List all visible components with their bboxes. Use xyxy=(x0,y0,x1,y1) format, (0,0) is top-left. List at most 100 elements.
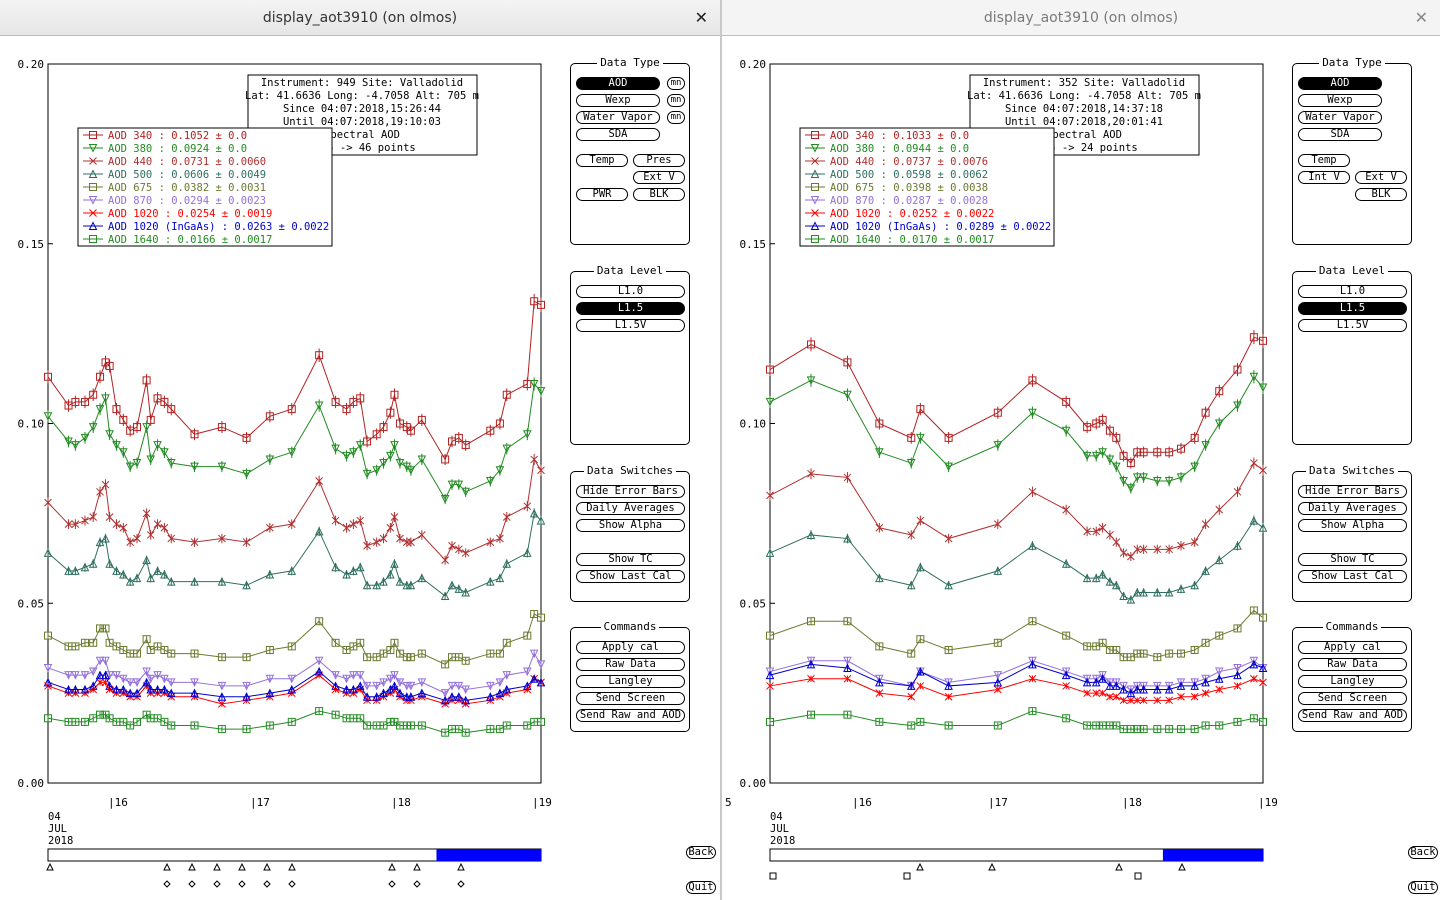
data-point xyxy=(265,569,275,579)
marker-triangle[interactable] xyxy=(988,862,996,871)
data-point xyxy=(441,660,450,669)
marker-triangle[interactable] xyxy=(1115,862,1123,871)
marker-diamond[interactable] xyxy=(263,880,271,888)
data-point xyxy=(1249,659,1259,669)
marker-square[interactable] xyxy=(903,872,911,880)
data-point xyxy=(101,480,110,489)
data-point xyxy=(315,477,324,485)
marker-diamond[interactable] xyxy=(457,880,465,888)
data-point xyxy=(1062,682,1071,690)
button-mn-2[interactable]: mn xyxy=(667,94,685,107)
data-point xyxy=(807,617,816,626)
marker-triangle[interactable] xyxy=(388,862,396,871)
button-aod[interactable]: AOD xyxy=(576,77,660,90)
data-point xyxy=(1190,433,1199,442)
legend-marker xyxy=(811,183,819,191)
button-daily-averages[interactable]: Daily Averages xyxy=(1298,502,1407,515)
button-send-raw-and-aod[interactable]: Send Raw and AOD xyxy=(1298,709,1407,722)
marker-diamond[interactable] xyxy=(413,880,421,888)
button-temp[interactable]: Temp xyxy=(576,154,628,167)
marker-triangle[interactable] xyxy=(457,862,465,871)
button-langley[interactable]: Langley xyxy=(1298,675,1407,688)
marker-square[interactable] xyxy=(769,872,777,880)
close-icon[interactable]: ✕ xyxy=(694,8,708,27)
button-level-l1-5v[interactable]: L1.5V xyxy=(576,319,685,332)
quit-button[interactable]: Quit xyxy=(1408,881,1438,894)
button-daily-averages[interactable]: Daily Averages xyxy=(576,502,685,515)
button-pwr[interactable]: PWR xyxy=(576,188,628,201)
button-langley[interactable]: Langley xyxy=(576,675,685,688)
data-point xyxy=(386,645,395,654)
button-sda[interactable]: SDA xyxy=(576,128,660,141)
button-water-vapor[interactable]: Water Vapor xyxy=(1298,111,1382,124)
window-titlebar[interactable]: display_aot3910 (on olmos) ✕ xyxy=(722,0,1440,36)
scroll-thumb[interactable] xyxy=(1162,849,1263,861)
marker-triangle[interactable] xyxy=(46,862,54,871)
marker-diamond[interactable] xyxy=(188,880,196,888)
back-button[interactable]: Back xyxy=(1408,846,1438,859)
button-aod[interactable]: AOD xyxy=(1298,77,1382,90)
button-raw-data[interactable]: Raw Data xyxy=(1298,658,1407,671)
window-titlebar[interactable]: display_aot3910 (on olmos) ✕ xyxy=(0,0,720,36)
button-mn-3[interactable]: mn xyxy=(667,111,685,124)
button-show-alpha[interactable]: Show Alpha xyxy=(1298,519,1407,532)
button-blk[interactable]: BLK xyxy=(633,188,685,201)
back-button[interactable]: Back xyxy=(686,846,716,859)
legend-marker xyxy=(89,131,97,139)
button-sda[interactable]: SDA xyxy=(1298,128,1382,141)
marker-diamond[interactable] xyxy=(288,880,296,888)
button-wexp[interactable]: Wexp xyxy=(576,94,660,107)
marker-triangle[interactable] xyxy=(163,862,171,871)
quit-button[interactable]: Quit xyxy=(686,881,716,894)
button-level-l1-5v[interactable]: L1.5V xyxy=(1298,319,1407,332)
button-mn-1[interactable]: mn xyxy=(667,77,685,90)
button-show-tc[interactable]: Show TC xyxy=(1298,553,1407,566)
button-apply-cal[interactable]: Apply cal xyxy=(576,641,685,654)
button-level-l1-5[interactable]: L1.5 xyxy=(1298,302,1407,315)
marker-triangle[interactable] xyxy=(213,862,221,871)
button-ext-v[interactable]: Ext V xyxy=(1355,171,1407,184)
data-point xyxy=(944,681,953,690)
marker-triangle[interactable] xyxy=(288,862,296,871)
legend-marker xyxy=(811,209,819,217)
button-pres[interactable]: Pres xyxy=(633,154,685,167)
data-point xyxy=(806,659,816,669)
close-icon[interactable]: ✕ xyxy=(1414,8,1428,27)
marker-diamond[interactable] xyxy=(388,880,396,888)
button-hide-error-bars[interactable]: Hide Error Bars xyxy=(576,485,685,498)
marker-diamond[interactable] xyxy=(213,880,221,888)
button-send-raw-and-aod[interactable]: Send Raw and AOD xyxy=(576,709,685,722)
button-level-l1-0[interactable]: L1.0 xyxy=(576,285,685,298)
button-int-v[interactable]: Int V xyxy=(1298,171,1350,184)
button-show-last-cal[interactable]: Show Last Cal xyxy=(1298,570,1407,583)
marker-diamond[interactable] xyxy=(163,880,171,888)
marker-triangle[interactable] xyxy=(1178,862,1186,871)
button-raw-data[interactable]: Raw Data xyxy=(576,658,685,671)
button-level-l1-0[interactable]: L1.0 xyxy=(1298,285,1407,298)
button-wexp[interactable]: Wexp xyxy=(1298,94,1382,107)
marker-square[interactable] xyxy=(1134,872,1142,880)
button-send-screen[interactable]: Send Screen xyxy=(576,692,685,705)
marker-triangle[interactable] xyxy=(263,862,271,871)
marker-diamond[interactable] xyxy=(238,880,246,888)
button-show-tc[interactable]: Show TC xyxy=(576,553,685,566)
button-apply-cal[interactable]: Apply cal xyxy=(1298,641,1407,654)
scroll-thumb[interactable] xyxy=(436,849,541,861)
marker-triangle[interactable] xyxy=(188,862,196,871)
data-point xyxy=(1165,649,1174,658)
data-point xyxy=(96,487,104,496)
button-temp[interactable]: Temp xyxy=(1298,154,1350,167)
button-blk[interactable]: BLK xyxy=(1355,188,1407,201)
marker-triangle[interactable] xyxy=(916,862,924,871)
button-water-vapor[interactable]: Water Vapor xyxy=(576,111,660,124)
marker-triangle[interactable] xyxy=(413,862,421,871)
button-show-last-cal[interactable]: Show Last Cal xyxy=(576,570,685,583)
button-ext-v[interactable]: Ext V xyxy=(633,171,685,184)
button-hide-error-bars[interactable]: Hide Error Bars xyxy=(1298,485,1407,498)
button-show-alpha[interactable]: Show Alpha xyxy=(576,519,685,532)
button-level-l1-5[interactable]: L1.5 xyxy=(576,302,685,315)
button-send-screen[interactable]: Send Screen xyxy=(1298,692,1407,705)
data-point xyxy=(287,674,297,684)
data-point xyxy=(536,677,546,687)
marker-triangle[interactable] xyxy=(238,862,246,871)
